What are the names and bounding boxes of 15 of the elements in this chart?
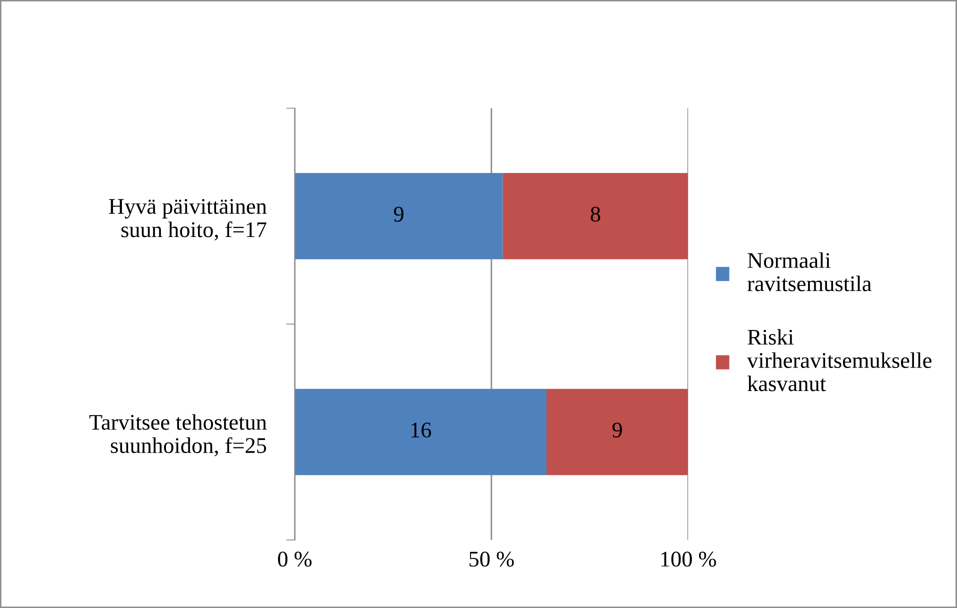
bar (502, 172, 688, 260)
annotation: 8 (590, 206, 600, 222)
annotation: 9 (394, 206, 404, 222)
x-tick-label: 0 % (278, 552, 312, 567)
bar (546, 388, 688, 476)
y-tick-label: Hyvä päivittäinen suun hoito, f=17 (109, 199, 267, 240)
y-tick-label: Tarvitsee tehostetun suunhoidon, f=25 (89, 414, 267, 456)
legend-label: Normaali ravitsemustila (748, 252, 872, 292)
legend-label: Riski virheravitsemukselle kasvanut (747, 329, 932, 392)
bar (294, 388, 546, 476)
annotation: 16 (411, 422, 432, 438)
x-tick-label: 50 % (470, 552, 514, 567)
annotation: 9 (612, 422, 622, 438)
x-tick-label: 100 % (661, 552, 716, 567)
bar (294, 172, 503, 260)
